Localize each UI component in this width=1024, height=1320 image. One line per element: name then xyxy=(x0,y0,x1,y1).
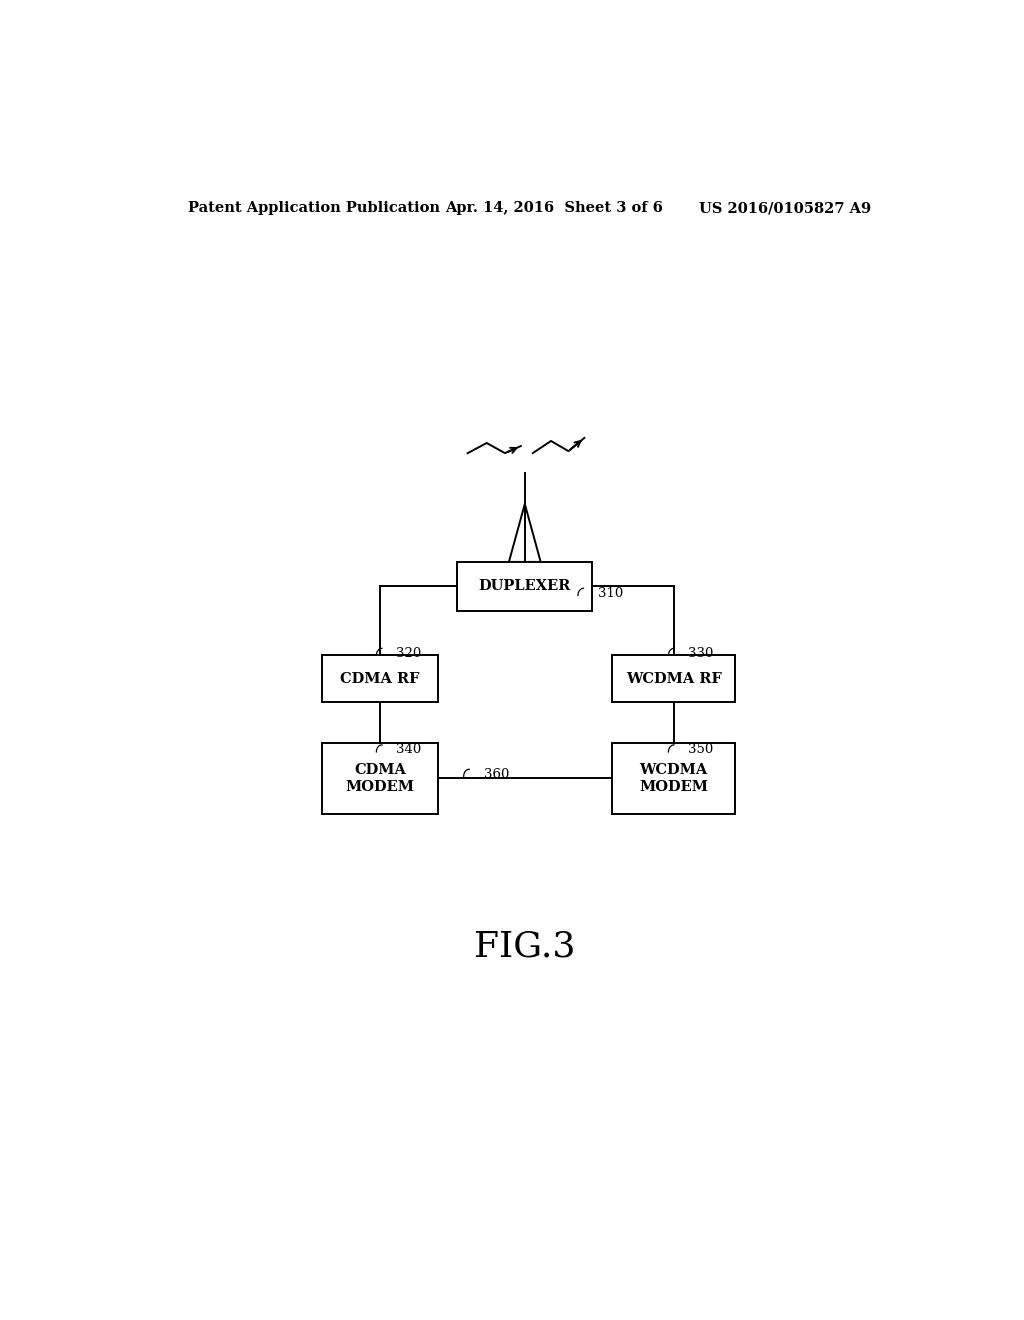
Text: 320: 320 xyxy=(396,647,422,660)
Text: WCDMA RF: WCDMA RF xyxy=(626,672,722,686)
Text: Apr. 14, 2016  Sheet 3 of 6: Apr. 14, 2016 Sheet 3 of 6 xyxy=(445,201,664,215)
Text: 360: 360 xyxy=(483,768,509,781)
FancyBboxPatch shape xyxy=(458,562,592,611)
Text: Patent Application Publication: Patent Application Publication xyxy=(187,201,439,215)
Text: WCDMA
MODEM: WCDMA MODEM xyxy=(639,763,709,793)
FancyBboxPatch shape xyxy=(323,656,437,702)
FancyBboxPatch shape xyxy=(323,743,437,814)
Text: CDMA
MODEM: CDMA MODEM xyxy=(345,763,415,793)
Text: 310: 310 xyxy=(598,587,623,599)
Polygon shape xyxy=(509,504,541,562)
FancyBboxPatch shape xyxy=(612,743,735,814)
Text: 330: 330 xyxy=(688,647,714,660)
Text: 350: 350 xyxy=(688,743,714,756)
Text: CDMA RF: CDMA RF xyxy=(340,672,420,686)
Text: US 2016/0105827 A9: US 2016/0105827 A9 xyxy=(699,201,871,215)
FancyBboxPatch shape xyxy=(612,656,735,702)
Text: FIG.3: FIG.3 xyxy=(474,929,575,964)
Text: 340: 340 xyxy=(396,743,422,756)
Text: DUPLEXER: DUPLEXER xyxy=(478,579,571,593)
